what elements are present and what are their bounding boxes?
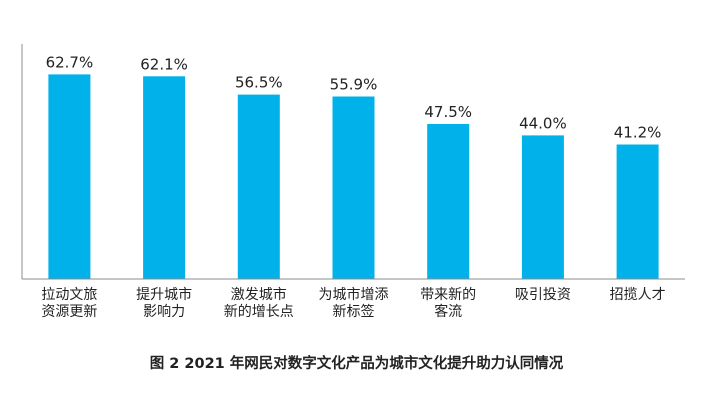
bar-3 [332, 96, 375, 279]
value-label-0: 62.7% [46, 53, 94, 71]
value-label-2: 56.5% [235, 74, 283, 92]
category-label-2-line-0: 激发城市 [231, 286, 287, 303]
bar-0 [48, 74, 91, 280]
value-label-1: 62.1% [140, 55, 188, 73]
axis-layer [21, 44, 685, 280]
figure-caption: 图 2 2021 年网民对数字文化产品为城市文化提升助力认同情况 [149, 356, 564, 372]
category-label-0-line-0: 拉动文旅 [41, 287, 97, 303]
value-label-5: 44.0% [519, 114, 567, 132]
value-label-3: 55.9% [330, 76, 378, 94]
bar-4 [427, 124, 470, 279]
category-label-0-line-1: 资源更新 [41, 304, 97, 320]
bar-2 [237, 94, 280, 279]
bar-6 [616, 144, 659, 279]
bar-1 [143, 76, 186, 279]
category-label-5-line-0: 吸引投资 [515, 287, 571, 303]
labels-layer: 62.7% 62.1% 56.5% 55.9% 47.5% 44.0% 41.2% [46, 53, 662, 141]
bar-5 [521, 135, 564, 279]
category-label-4-line-1: 客流 [434, 303, 462, 320]
category-label-1-line-1: 影响力 [143, 304, 185, 320]
category-label-2-line-1: 新的增长点 [224, 304, 294, 320]
category-label-3-line-0: 为城市增添 [319, 286, 389, 303]
category-label-1-line-0: 提升城市 [136, 286, 192, 303]
category-label-6-line-0: 招揽人才 [610, 286, 666, 303]
category-label-4-line-0: 带来新的 [420, 287, 476, 303]
bars-layer [48, 74, 659, 280]
value-label-4: 47.5% [424, 103, 472, 121]
category-label-3-line-1: 新标签 [333, 303, 375, 320]
value-label-6: 41.2% [614, 124, 662, 142]
